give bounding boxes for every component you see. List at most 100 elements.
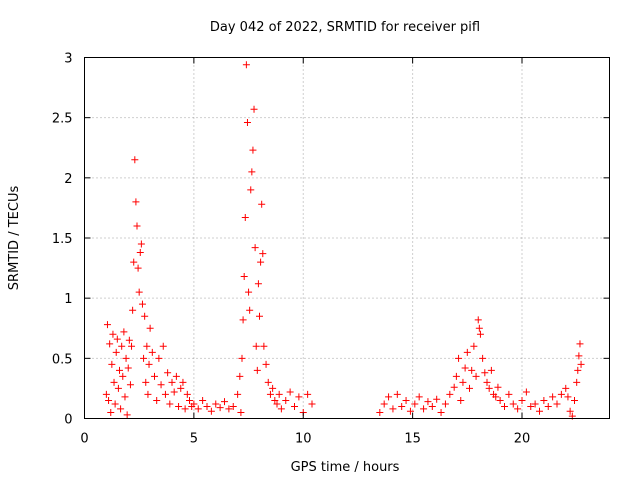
data-point bbox=[505, 390, 513, 398]
data-point bbox=[264, 378, 272, 386]
data-point bbox=[250, 105, 258, 113]
data-point bbox=[128, 342, 136, 350]
data-point bbox=[186, 396, 193, 404]
data-point bbox=[137, 240, 145, 248]
data-point bbox=[564, 393, 572, 401]
data-point bbox=[575, 352, 583, 360]
data-point bbox=[544, 402, 552, 410]
data-point bbox=[253, 366, 261, 374]
data-point bbox=[243, 118, 251, 126]
data-point bbox=[142, 378, 150, 386]
data-point bbox=[116, 366, 123, 374]
data-point bbox=[262, 360, 270, 368]
data-point bbox=[119, 372, 127, 380]
data-point bbox=[428, 402, 436, 410]
data-point bbox=[479, 354, 487, 362]
data-point bbox=[126, 381, 134, 389]
y-tick-label: 1.5 bbox=[52, 232, 73, 247]
data-point bbox=[248, 168, 256, 176]
data-point bbox=[251, 244, 259, 252]
data-point bbox=[291, 402, 298, 410]
data-point bbox=[146, 324, 154, 332]
y-axis-title: SRMTID / TECUs bbox=[7, 186, 22, 291]
data-point bbox=[175, 402, 183, 410]
data-point bbox=[295, 393, 303, 401]
data-point bbox=[415, 393, 423, 401]
data-point bbox=[105, 396, 113, 404]
data-point bbox=[437, 408, 445, 416]
data-point bbox=[483, 378, 491, 386]
data-point bbox=[155, 354, 163, 362]
data-point bbox=[136, 248, 144, 256]
data-point bbox=[557, 390, 565, 398]
data-point bbox=[277, 405, 285, 413]
data-point bbox=[123, 411, 131, 419]
data-point bbox=[249, 146, 257, 154]
data-point bbox=[485, 384, 493, 392]
data-point bbox=[153, 396, 161, 404]
data-point bbox=[240, 273, 248, 281]
data-point bbox=[141, 312, 149, 320]
data-point bbox=[110, 378, 118, 386]
data-point bbox=[260, 342, 268, 350]
data-point bbox=[459, 378, 467, 386]
y-tick-label: 0 bbox=[64, 413, 72, 428]
data-point bbox=[237, 408, 245, 416]
data-point bbox=[207, 407, 215, 415]
data-point bbox=[257, 258, 265, 266]
data-point bbox=[124, 364, 132, 372]
data-point bbox=[145, 360, 153, 368]
data-point bbox=[129, 306, 137, 314]
plot-frame bbox=[84, 57, 610, 419]
data-point bbox=[275, 390, 283, 398]
data-point bbox=[114, 384, 122, 392]
data-point bbox=[470, 342, 478, 350]
data-point bbox=[566, 407, 574, 415]
data-point bbox=[527, 402, 535, 410]
y-tick-label: 2.5 bbox=[52, 112, 73, 127]
data-point bbox=[236, 372, 244, 380]
data-point bbox=[424, 398, 432, 406]
data-point bbox=[475, 324, 483, 332]
data-point bbox=[108, 360, 116, 368]
data-point bbox=[164, 369, 172, 377]
data-point bbox=[144, 390, 152, 398]
data-point bbox=[304, 390, 312, 398]
data-point bbox=[203, 402, 211, 410]
data-point bbox=[134, 264, 142, 272]
data-point bbox=[576, 340, 584, 348]
data-point bbox=[562, 384, 570, 392]
data-point bbox=[194, 405, 202, 413]
data-point bbox=[113, 335, 121, 343]
data-point bbox=[170, 388, 178, 396]
data-point bbox=[172, 372, 180, 380]
data-point bbox=[398, 402, 406, 410]
data-point bbox=[273, 400, 281, 408]
data-point bbox=[577, 360, 585, 368]
data-point bbox=[266, 390, 274, 398]
data-point bbox=[238, 354, 246, 362]
data-point bbox=[166, 400, 174, 408]
data-point bbox=[286, 388, 294, 396]
data-point bbox=[492, 393, 500, 401]
data-point bbox=[254, 280, 262, 288]
data-point bbox=[269, 384, 277, 392]
data-point bbox=[168, 378, 176, 386]
data-point bbox=[109, 330, 117, 338]
data-point bbox=[494, 383, 502, 391]
data-point bbox=[133, 222, 141, 230]
data-point bbox=[455, 354, 463, 362]
data-point bbox=[472, 372, 480, 380]
data-point bbox=[106, 340, 114, 348]
data-point bbox=[518, 396, 526, 404]
y-tick-label: 3 bbox=[64, 52, 72, 67]
data-point bbox=[487, 366, 495, 374]
data-point bbox=[474, 316, 482, 324]
data-point bbox=[463, 348, 471, 356]
data-point bbox=[271, 396, 279, 404]
data-point bbox=[221, 398, 228, 406]
data-point bbox=[531, 400, 539, 408]
data-point bbox=[239, 316, 247, 324]
x-tick-label: 10 bbox=[295, 432, 312, 447]
